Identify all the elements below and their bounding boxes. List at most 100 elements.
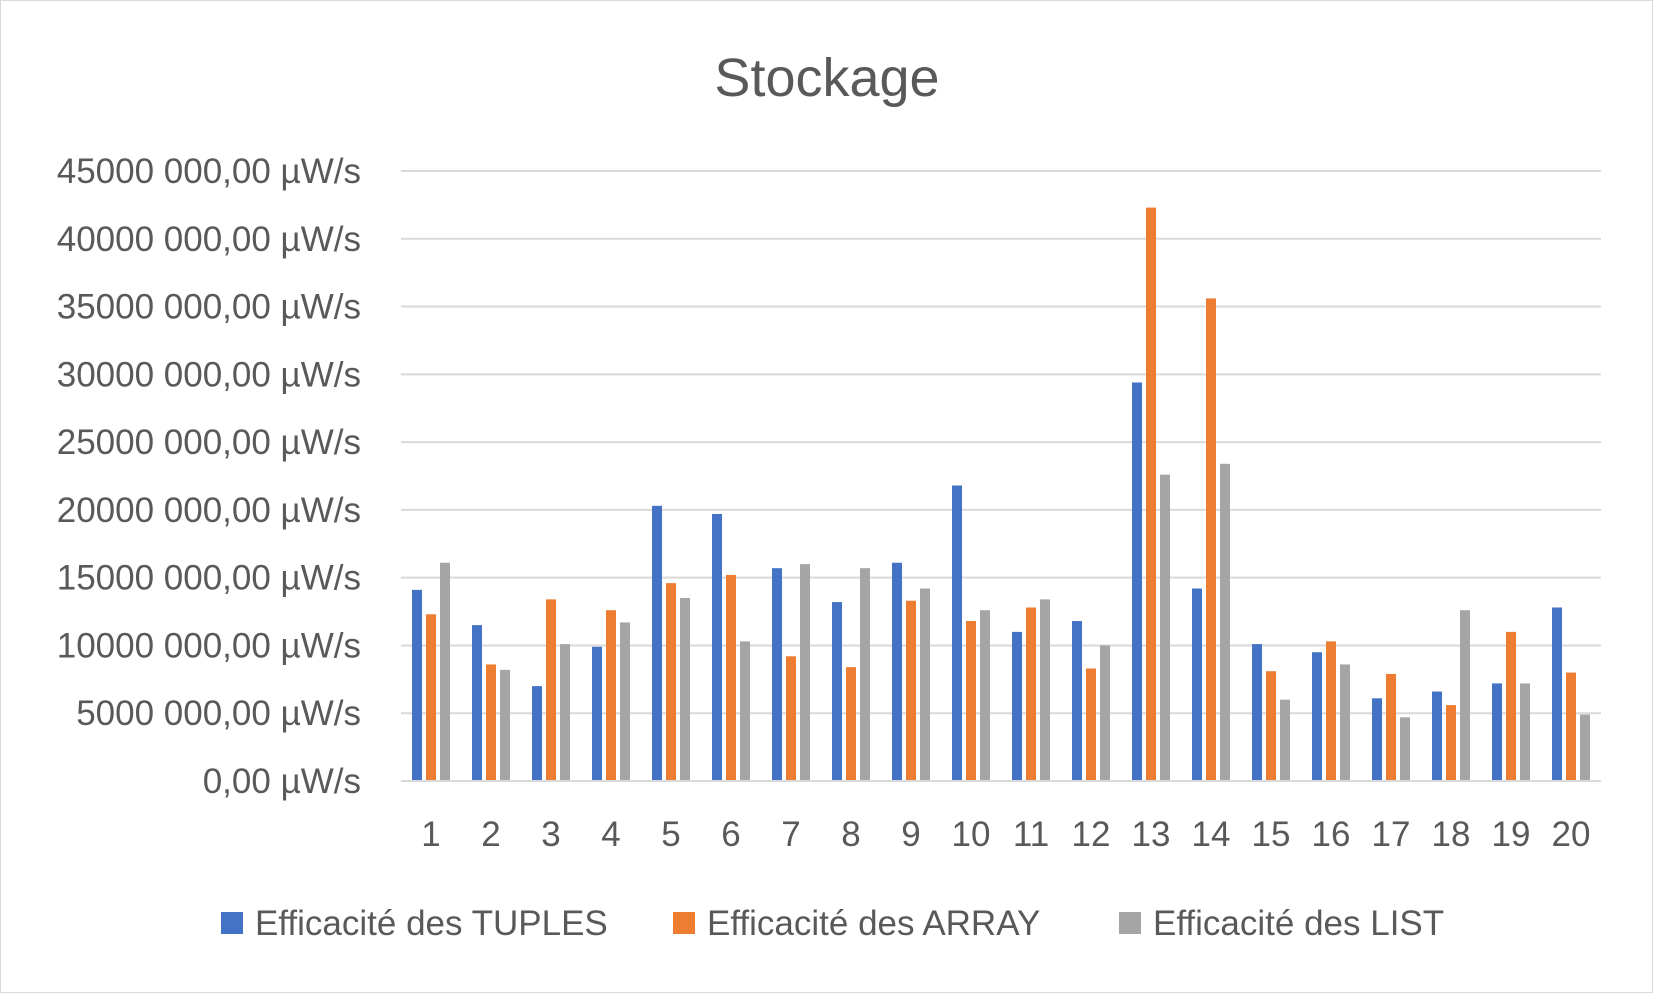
x-tick-label: 17	[1372, 815, 1411, 854]
bar-series-2-cat-11	[1040, 599, 1050, 781]
x-tick-label: 6	[721, 815, 740, 854]
x-tick-label: 4	[601, 815, 620, 854]
bar-series-1-cat-5	[666, 583, 676, 781]
bar-series-1-cat-8	[846, 667, 856, 781]
x-tick-label: 2	[481, 815, 500, 854]
bar-series-0-cat-10	[952, 485, 962, 781]
bar-series-0-cat-8	[832, 602, 842, 781]
bar-series-2-cat-3	[560, 644, 570, 781]
bar-series-2-cat-17	[1400, 717, 1410, 781]
bar-series-1-cat-20	[1566, 672, 1576, 781]
x-tick-label: 3	[541, 815, 560, 854]
bar-series-2-cat-9	[920, 588, 930, 781]
gridlines	[401, 170, 1601, 715]
bars	[412, 207, 1590, 782]
bar-series-1-cat-19	[1506, 631, 1516, 781]
bar-series-1-cat-7	[786, 656, 796, 781]
y-tick-label: 0,00 µW/s	[203, 762, 361, 801]
bar-series-2-cat-14	[1220, 463, 1230, 781]
bar-series-2-cat-7	[800, 564, 810, 781]
bar-series-0-cat-1	[412, 589, 422, 781]
bar-series-2-cat-5	[680, 598, 690, 781]
bar-series-0-cat-17	[1372, 698, 1382, 781]
y-tick-label: 20000 000,00 µW/s	[57, 491, 361, 530]
y-tick-label: 25000 000,00 µW/s	[57, 423, 361, 462]
y-tick-label: 35000 000,00 µW/s	[57, 288, 361, 327]
x-tick-label: 14	[1192, 815, 1231, 854]
x-tick-label: 19	[1492, 815, 1531, 854]
bar-series-1-cat-12	[1086, 668, 1096, 781]
legend-label: Efficacité des ARRAY	[707, 904, 1040, 943]
bar-series-1-cat-10	[966, 621, 976, 781]
legend-label: Efficacité des LIST	[1153, 904, 1444, 943]
x-tick-label: 5	[661, 815, 680, 854]
bar-series-2-cat-18	[1460, 610, 1470, 781]
bar-series-0-cat-20	[1552, 607, 1562, 781]
bar-series-2-cat-13	[1160, 474, 1170, 781]
x-tick-label: 11	[1013, 815, 1049, 854]
bar-series-1-cat-16	[1326, 641, 1336, 781]
legend-swatch	[673, 912, 695, 934]
bar-series-0-cat-13	[1132, 382, 1142, 781]
bar-series-0-cat-11	[1012, 631, 1022, 781]
bar-series-2-cat-19	[1520, 683, 1530, 781]
bar-series-2-cat-10	[980, 610, 990, 781]
bar-series-2-cat-1	[440, 562, 450, 781]
bar-series-0-cat-14	[1192, 588, 1202, 781]
legend: Efficacité des TUPLES Efficacité des ARRA…	[221, 904, 1444, 943]
x-tick-label: 8	[841, 815, 860, 854]
bar-series-1-cat-14	[1206, 298, 1216, 781]
bar-series-2-cat-8	[860, 568, 870, 781]
legend-swatch	[221, 912, 243, 934]
x-axis-tick-labels: 1 2 3 4 5 6 7 8 9 10 11 12 13 14 15 16 17 18 19 20	[421, 815, 1590, 854]
x-tick-label: 7	[781, 815, 800, 854]
bar-series-0-cat-18	[1432, 691, 1442, 781]
x-tick-label: 20	[1552, 815, 1591, 854]
x-tick-label: 10	[952, 815, 991, 854]
y-tick-label: 30000 000,00 µW/s	[57, 355, 361, 394]
bar-series-0-cat-16	[1312, 652, 1322, 781]
x-tick-label: 18	[1432, 815, 1471, 854]
bar-series-1-cat-6	[726, 574, 736, 781]
bar-series-1-cat-17	[1386, 673, 1396, 781]
bar-series-2-cat-6	[740, 641, 750, 781]
x-tick-label: 9	[901, 815, 920, 854]
bar-series-0-cat-5	[652, 505, 662, 781]
y-tick-label: 15000 000,00 µW/s	[57, 559, 361, 598]
bar-series-2-cat-12	[1100, 645, 1110, 781]
y-tick-label: 10000 000,00 µW/s	[57, 626, 361, 665]
bar-series-1-cat-18	[1446, 705, 1456, 781]
chart-title: Stockage	[714, 48, 939, 108]
x-tick-label: 15	[1252, 815, 1291, 854]
bar-series-0-cat-2	[472, 625, 482, 781]
bar-series-2-cat-16	[1340, 664, 1350, 781]
y-tick-label: 40000 000,00 µW/s	[57, 220, 361, 259]
x-tick-label: 1	[421, 815, 440, 854]
bar-series-2-cat-15	[1280, 699, 1290, 781]
bar-series-2-cat-4	[620, 622, 630, 781]
bar-series-1-cat-4	[606, 610, 616, 781]
x-tick-label: 13	[1132, 815, 1171, 854]
bar-series-1-cat-11	[1026, 607, 1036, 781]
bar-series-0-cat-7	[772, 568, 782, 781]
bar-series-1-cat-1	[426, 614, 436, 781]
bar-series-0-cat-4	[592, 646, 602, 781]
x-tick-label: 16	[1312, 815, 1351, 854]
bar-series-2-cat-2	[500, 669, 510, 781]
y-axis-tick-labels: 0,00 µW/s 5000 000,00 µW/s 10000 000,00 µW…	[57, 152, 361, 801]
bar-series-0-cat-12	[1072, 621, 1082, 781]
bar-series-1-cat-3	[546, 599, 556, 781]
legend-swatch	[1119, 912, 1141, 934]
bar-series-0-cat-15	[1252, 644, 1262, 781]
bar-series-1-cat-13	[1146, 207, 1156, 782]
bar-series-1-cat-9	[906, 600, 916, 781]
bar-series-0-cat-9	[892, 562, 902, 781]
y-tick-label: 45000 000,00 µW/s	[57, 152, 361, 191]
bar-series-0-cat-19	[1492, 683, 1502, 781]
bar-series-1-cat-15	[1266, 671, 1276, 781]
legend-label: Efficacité des TUPLES	[255, 904, 608, 943]
bar-series-1-cat-2	[486, 664, 496, 781]
bar-series-2-cat-20	[1580, 714, 1590, 781]
